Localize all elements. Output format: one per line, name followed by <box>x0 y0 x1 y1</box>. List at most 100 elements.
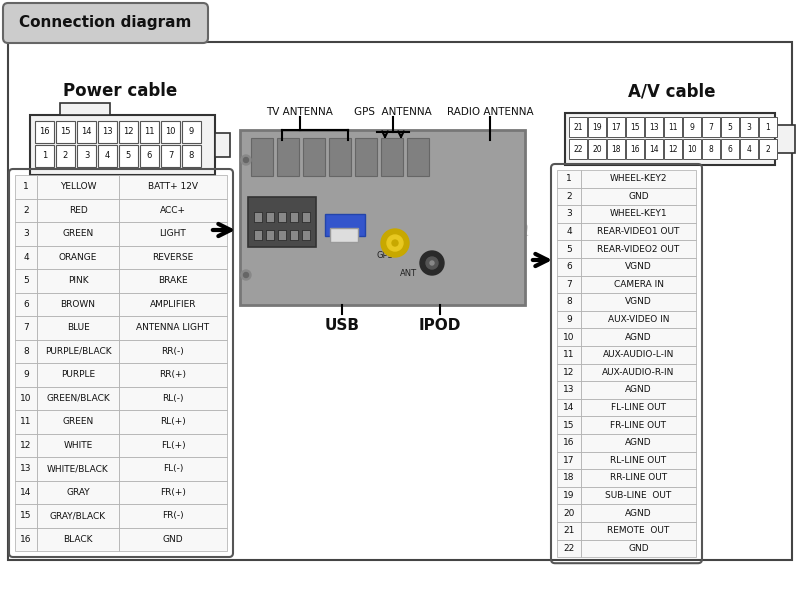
Text: 12: 12 <box>668 145 678 154</box>
FancyBboxPatch shape <box>581 434 696 452</box>
FancyBboxPatch shape <box>569 139 587 159</box>
FancyBboxPatch shape <box>182 145 201 167</box>
FancyBboxPatch shape <box>581 275 696 293</box>
FancyBboxPatch shape <box>607 139 625 159</box>
Text: 19: 19 <box>563 491 574 500</box>
FancyBboxPatch shape <box>119 316 227 340</box>
Text: AUX-AUDIO-R-IN: AUX-AUDIO-R-IN <box>602 368 674 377</box>
FancyBboxPatch shape <box>119 121 138 143</box>
Text: 16: 16 <box>39 127 50 136</box>
FancyBboxPatch shape <box>15 527 37 551</box>
FancyBboxPatch shape <box>119 386 227 410</box>
Text: happyshoppinglife.com: happyshoppinglife.com <box>269 219 531 241</box>
FancyBboxPatch shape <box>254 212 262 222</box>
Text: REAR-VIDEO2 OUT: REAR-VIDEO2 OUT <box>598 245 680 254</box>
Text: 7: 7 <box>709 122 714 131</box>
FancyBboxPatch shape <box>302 230 310 240</box>
Text: 15: 15 <box>20 511 32 520</box>
FancyBboxPatch shape <box>581 487 696 505</box>
FancyBboxPatch shape <box>15 504 37 527</box>
Text: RR-LINE OUT: RR-LINE OUT <box>610 473 667 482</box>
Text: 8: 8 <box>23 347 29 356</box>
Text: CAMERA IN: CAMERA IN <box>614 280 663 289</box>
FancyBboxPatch shape <box>581 205 696 223</box>
FancyBboxPatch shape <box>15 410 37 433</box>
FancyBboxPatch shape <box>569 117 587 137</box>
FancyBboxPatch shape <box>15 245 37 269</box>
Text: 1: 1 <box>766 122 770 131</box>
Text: BATT+ 12V: BATT+ 12V <box>148 182 198 191</box>
FancyBboxPatch shape <box>98 121 117 143</box>
FancyBboxPatch shape <box>325 214 365 236</box>
Text: A/V cable: A/V cable <box>628 82 716 100</box>
Text: 18: 18 <box>563 473 574 482</box>
FancyBboxPatch shape <box>119 340 227 363</box>
Text: 11: 11 <box>668 122 678 131</box>
FancyBboxPatch shape <box>329 138 351 176</box>
Text: AGND: AGND <box>625 332 652 341</box>
Text: FR-LINE OUT: FR-LINE OUT <box>610 421 666 430</box>
FancyBboxPatch shape <box>557 434 581 452</box>
FancyBboxPatch shape <box>60 103 110 115</box>
FancyBboxPatch shape <box>15 316 37 340</box>
Text: 4: 4 <box>105 151 110 160</box>
Circle shape <box>392 240 398 246</box>
FancyBboxPatch shape <box>557 416 581 434</box>
FancyBboxPatch shape <box>119 504 227 527</box>
Text: 13: 13 <box>20 464 32 473</box>
FancyBboxPatch shape <box>248 197 316 247</box>
FancyBboxPatch shape <box>721 139 739 159</box>
Text: BRAKE: BRAKE <box>158 276 188 285</box>
FancyBboxPatch shape <box>15 199 37 222</box>
Text: BLACK: BLACK <box>63 535 93 544</box>
Text: GRAY: GRAY <box>66 488 90 497</box>
FancyBboxPatch shape <box>15 340 37 363</box>
FancyBboxPatch shape <box>557 293 581 311</box>
Text: 4: 4 <box>23 253 29 262</box>
FancyBboxPatch shape <box>581 170 696 188</box>
FancyBboxPatch shape <box>557 505 581 522</box>
FancyBboxPatch shape <box>581 364 696 381</box>
FancyBboxPatch shape <box>15 269 37 292</box>
Text: 16: 16 <box>630 145 640 154</box>
FancyBboxPatch shape <box>15 292 37 316</box>
Text: AUX-VIDEO IN: AUX-VIDEO IN <box>608 315 670 324</box>
FancyBboxPatch shape <box>581 505 696 522</box>
Text: 15: 15 <box>60 127 70 136</box>
Text: 16: 16 <box>563 438 574 448</box>
FancyBboxPatch shape <box>15 457 37 481</box>
Text: 6: 6 <box>727 145 733 154</box>
FancyBboxPatch shape <box>581 539 696 557</box>
FancyBboxPatch shape <box>30 115 215 175</box>
FancyBboxPatch shape <box>15 222 37 245</box>
Text: AUX-AUDIO-L-IN: AUX-AUDIO-L-IN <box>603 350 674 359</box>
Circle shape <box>243 272 249 277</box>
FancyBboxPatch shape <box>37 269 119 292</box>
Text: 21: 21 <box>563 526 574 535</box>
Text: 5: 5 <box>727 122 733 131</box>
Text: 13: 13 <box>563 385 574 395</box>
FancyBboxPatch shape <box>119 245 227 269</box>
FancyBboxPatch shape <box>759 139 777 159</box>
FancyBboxPatch shape <box>581 399 696 416</box>
Text: 8: 8 <box>189 151 194 160</box>
Text: 22: 22 <box>563 544 574 553</box>
Text: GND: GND <box>628 192 649 201</box>
FancyBboxPatch shape <box>290 230 298 240</box>
FancyBboxPatch shape <box>626 117 644 137</box>
Text: ANTENNA LIGHT: ANTENNA LIGHT <box>137 323 210 332</box>
Text: 10: 10 <box>687 145 697 154</box>
Text: GND: GND <box>628 544 649 553</box>
Text: 19: 19 <box>592 122 602 131</box>
Text: 2: 2 <box>766 145 770 154</box>
FancyBboxPatch shape <box>721 117 739 137</box>
Text: 4: 4 <box>746 145 751 154</box>
FancyBboxPatch shape <box>277 138 299 176</box>
FancyBboxPatch shape <box>140 145 159 167</box>
Text: 5: 5 <box>23 276 29 285</box>
Text: YELLOW: YELLOW <box>60 182 96 191</box>
Text: 15: 15 <box>630 122 640 131</box>
Circle shape <box>241 270 251 280</box>
FancyBboxPatch shape <box>740 139 758 159</box>
FancyBboxPatch shape <box>740 117 758 137</box>
